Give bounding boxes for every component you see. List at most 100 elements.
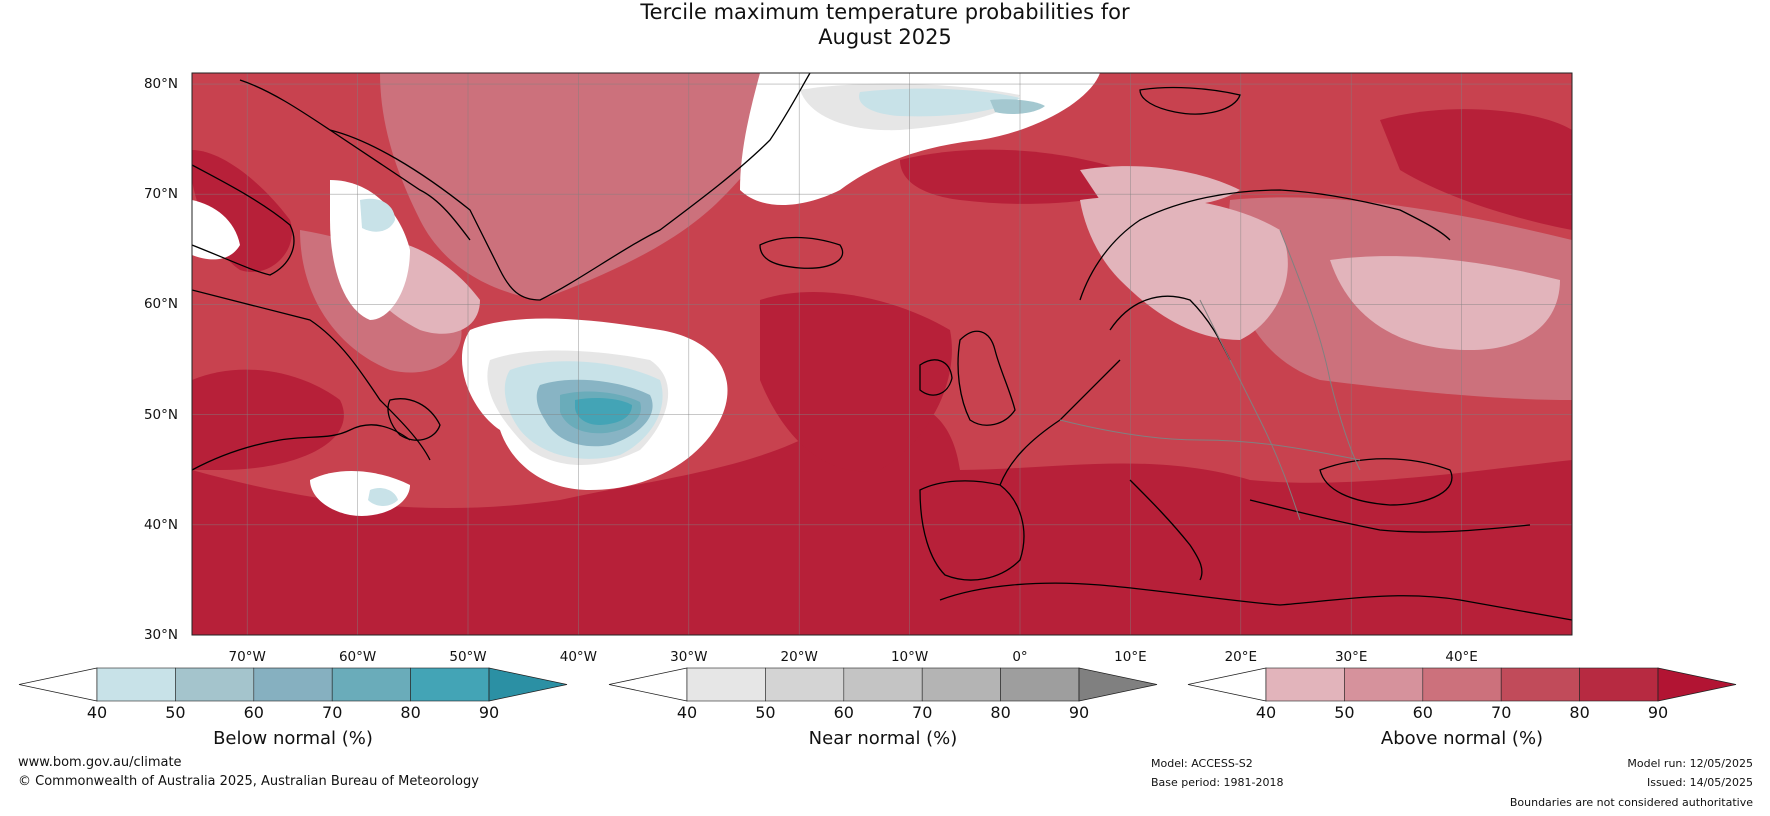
below-40-50-baffin — [360, 198, 395, 232]
above-80-90-siberia — [1380, 109, 1572, 230]
longitude-label: 60°W — [338, 649, 377, 665]
footer-issued: Issued: 14/05/2025 — [1646, 776, 1753, 789]
footer-model-run: Model run: 12/05/2025 — [1627, 757, 1753, 770]
above-80-90-arctic — [900, 149, 1150, 204]
colorbar-1 — [18, 667, 568, 702]
coastline-iberia — [919, 480, 1025, 581]
below-40-50-newfoundland — [368, 488, 398, 506]
coastline-ireland — [919, 359, 953, 396]
longitude-label: 20°E — [1224, 649, 1258, 665]
above-60-70-greenland — [380, 73, 800, 300]
colorbar-low-extension — [18, 667, 98, 702]
colorbar-tick-label: 60 — [1412, 703, 1433, 722]
footer-disclaimer: Boundaries are not considered authoritat… — [1509, 796, 1753, 809]
colorbar-tick-label: 70 — [912, 703, 933, 722]
colorbar-tick-label: 80 — [990, 703, 1011, 722]
colorbar-cell — [1422, 667, 1502, 702]
coastline-scandinavia — [1079, 189, 1451, 301]
below-50-60-fram — [990, 99, 1045, 114]
colorbar-tick-label: 40 — [86, 703, 108, 722]
longitude-label: 0° — [1012, 649, 1028, 665]
above-40-50-russia — [1330, 256, 1560, 350]
map-title: Tercile maximum temperature probabilitie… — [0, 0, 1770, 50]
colorbar-tick-label: 60 — [243, 703, 264, 722]
border-eastern-europe — [1199, 299, 1301, 521]
probability-map — [191, 72, 1573, 636]
latitude-label: 30°N — [143, 627, 178, 643]
map-title-line1: Tercile maximum temperature probabilitie… — [640, 0, 1130, 24]
footer-website: www.bom.gov.au/climate — [18, 755, 182, 770]
above-40-50-norwegian-sea — [1080, 166, 1240, 207]
latitude-label: 70°N — [143, 186, 178, 203]
country-borders — [1059, 229, 1361, 521]
latitude-label: 60°N — [143, 296, 178, 313]
colorbar-graphic — [18, 667, 568, 702]
border-russia — [1279, 229, 1361, 471]
longitude-label: 50°W — [449, 649, 487, 665]
coastline-labrador — [192, 289, 431, 461]
longitude-label: 30°E — [1334, 649, 1368, 665]
colorbar-cell — [96, 667, 176, 702]
above-40-50-scandinavia — [1080, 196, 1288, 340]
map-gridlines — [192, 73, 1572, 635]
colorbar-tick-label: 40 — [1255, 703, 1277, 722]
colorbar-tick-label: 40 — [676, 703, 698, 722]
colorbar-tick-label: 90 — [1647, 703, 1669, 722]
longitude-label: 30°W — [670, 649, 708, 665]
colorbar-tick-label: 80 — [1569, 703, 1590, 722]
longitude-label: 40°E — [1445, 649, 1478, 665]
longitude-label: 10°W — [890, 649, 929, 665]
map-plot-area — [192, 73, 1572, 635]
colorbar-cell — [331, 667, 411, 702]
colorbar-cell — [1344, 667, 1424, 702]
below-40-50-fram — [859, 88, 1020, 117]
colorbar-cell — [921, 667, 1001, 702]
colorbar-tick-label: 60 — [833, 703, 854, 722]
colorbar-tick-label: 50 — [755, 703, 776, 722]
map-frame — [191, 72, 1573, 636]
colorbar-graphic — [608, 667, 1158, 702]
coastline-greenland-west — [239, 79, 471, 241]
colorbar-cell — [1265, 667, 1345, 702]
colorbar-cell — [410, 667, 490, 702]
coastline-north-america — [192, 424, 411, 471]
latitude-label: 50°N — [143, 406, 178, 423]
footer-base-period: Base period: 1981-2018 — [1151, 776, 1284, 789]
below-80-90-atlantic — [575, 397, 632, 425]
coastline-balkans-turkey — [1249, 499, 1531, 533]
map-title-line2: August 2025 — [818, 25, 952, 49]
colorbar-cell — [253, 667, 333, 702]
colorbar-graphic — [1187, 667, 1737, 702]
colorbar-cell — [686, 667, 766, 702]
colorbar-cell — [175, 667, 255, 702]
coastline-africa-north — [939, 582, 1572, 621]
colorbar-high-extension — [1657, 667, 1737, 702]
colorbar-cell — [843, 667, 923, 702]
coastline-newfoundland — [387, 398, 441, 441]
colorbar-tick-label: 90 — [478, 703, 500, 722]
border-central-europe — [1059, 419, 1361, 461]
longitude-label: 10°E — [1114, 649, 1147, 665]
colorbar-low-extension — [608, 667, 688, 702]
colorbar-tick-label: 70 — [322, 703, 343, 722]
coastline-greenland — [329, 73, 811, 301]
colorbar-tick-label: 50 — [165, 703, 186, 722]
coastline-baffin — [192, 164, 295, 276]
footer-copyright: © Commonwealth of Australia 2025, Austra… — [18, 774, 479, 789]
colorbar-tick-label: 70 — [1491, 703, 1512, 722]
colorbar-3 — [1187, 667, 1737, 702]
latitude-label: 40°N — [143, 516, 178, 533]
colorbar-title: Above normal (%) — [1380, 728, 1544, 749]
longitude-label: 20°W — [780, 649, 818, 665]
footer-model: Model: ACCESS-S2 — [1151, 757, 1253, 770]
coastline-black-sea — [1319, 458, 1453, 506]
longitude-label: 70°W — [228, 649, 266, 665]
above-80-90-mid-atlantic — [760, 291, 952, 472]
colorbar-tick-label: 90 — [1068, 703, 1090, 722]
colorbar-high-extension — [488, 667, 568, 702]
coastline-iceland — [759, 236, 844, 269]
coastline-british-isles — [957, 330, 1016, 426]
colorbar-cell — [1000, 667, 1080, 702]
above-80-90-north-america — [192, 369, 344, 470]
colorbar-cell — [1579, 667, 1659, 702]
